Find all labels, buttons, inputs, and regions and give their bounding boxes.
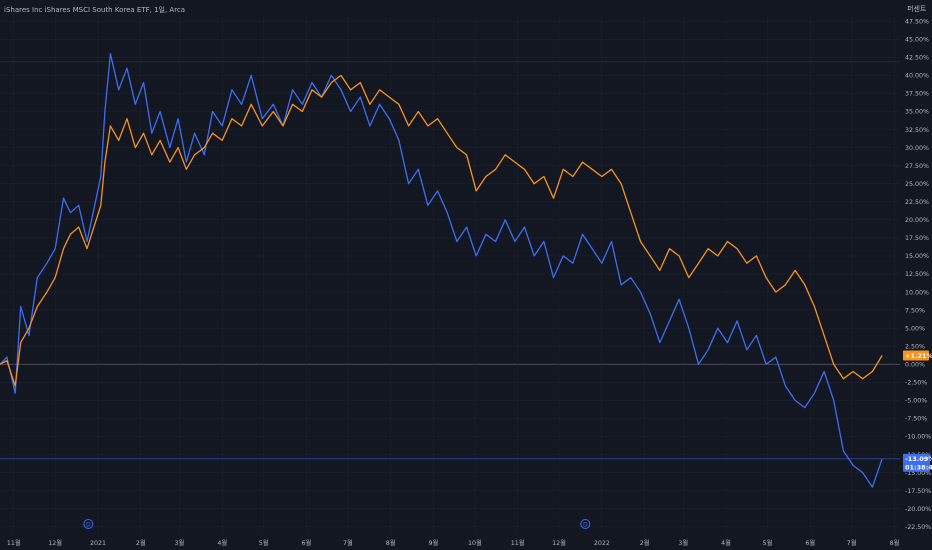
orange-badge-label: +1.21% (905, 352, 932, 360)
orange-value-badge (903, 350, 929, 361)
y-tick-label: 25.00% (905, 181, 929, 188)
x-tick-label: 2월 (136, 538, 146, 547)
y-tick-label: 0.00% (905, 361, 925, 368)
y-tick-label: 12.50% (905, 271, 929, 278)
chart-title: iShares Inc iShares MSCI South Korea ETF… (4, 5, 185, 14)
dividend-d-icon: D (580, 519, 591, 529)
scale-mode-label[interactable]: 퍼센트 (907, 4, 927, 13)
x-tick-label: 2월 (640, 538, 650, 547)
x-tick-label: 2021 (90, 540, 106, 547)
y-tick-label: 10.00% (905, 289, 929, 296)
event-circle (580, 519, 591, 529)
y-tick-label: -20.00% (905, 506, 931, 513)
y-tick-label: 37.50% (905, 91, 929, 98)
y-tick-label: 45.00% (905, 36, 929, 43)
y-tick-label: 5.00% (905, 325, 925, 332)
x-tick-label: 2022 (594, 540, 610, 547)
blue-value-badge (903, 453, 930, 472)
x-tick-label: 8월 (386, 538, 396, 547)
x-tick-label: 5월 (763, 538, 773, 547)
blue-badge-label: -13.09% (905, 455, 932, 463)
y-tick-label: -17.50% (905, 488, 931, 495)
series-lines (0, 53, 883, 488)
y-tick-label: 40.00% (905, 73, 929, 80)
x-tick-label: 7월 (343, 538, 353, 547)
x-tick-label: 12월 (552, 538, 566, 547)
x-tick-label: 8월 (890, 538, 900, 547)
y-tick-label: -10.00% (905, 434, 931, 441)
x-tick-label: 11월 (511, 538, 525, 547)
x-tick-label: 7월 (847, 538, 857, 547)
dividend-d-icon: D (83, 519, 94, 529)
y-tick-label: -22.50% (905, 524, 931, 531)
y-tick-label: 47.50% (905, 18, 929, 25)
y-tick-label: 2.50% (905, 343, 925, 350)
series-line-blue (0, 53, 883, 488)
axes: 47.50% 45.00% 42.50% 40.00% 37.50% 35.00% 32.5… (7, 18, 931, 547)
y-tick-label: 20.00% (905, 217, 929, 224)
y-tick-label: 42.50% (905, 55, 929, 62)
y-tick-label: -7.50% (905, 416, 927, 423)
x-tick-label: 5월 (259, 538, 269, 547)
y-tick-label: 17.50% (905, 235, 929, 242)
y-tick-label: 30.00% (905, 145, 929, 152)
blue-badge-sublabel: 01:38:42 (905, 463, 932, 471)
y-tick-label: 27.50% (905, 163, 929, 170)
y-tick-label: 32.50% (905, 127, 929, 134)
event-label: D (583, 522, 588, 529)
y-tick-label: -5.00% (905, 398, 927, 405)
x-tick-label: 12월 (48, 538, 62, 547)
y-tick-label: 7.50% (905, 307, 925, 314)
x-tick-label: 4월 (217, 538, 227, 547)
x-tick-label: 6월 (805, 538, 815, 547)
y-tick-label: -2.50% (905, 380, 927, 387)
y-tick-label: 15.00% (905, 253, 929, 260)
y-tick-label: 22.50% (905, 199, 929, 206)
x-tick-label: 11월 (7, 538, 21, 547)
event-label: D (86, 522, 91, 529)
event-circle (83, 519, 94, 529)
x-tick-label: 6월 (302, 538, 312, 547)
y-tick-label: 35.00% (905, 109, 929, 116)
x-tick-label: 9월 (429, 538, 439, 547)
y-tick-label: -15.00% (905, 470, 931, 477)
price-badges: +1.21% -13.09%01:38:42 (903, 350, 932, 472)
grid (0, 14, 900, 534)
x-tick-label: 4월 (721, 538, 731, 547)
x-tick-label: 3월 (678, 538, 688, 547)
x-tick-label: 3월 (175, 538, 185, 547)
x-tick-label: 10월 (468, 538, 482, 547)
series-line-orange (0, 74, 883, 387)
